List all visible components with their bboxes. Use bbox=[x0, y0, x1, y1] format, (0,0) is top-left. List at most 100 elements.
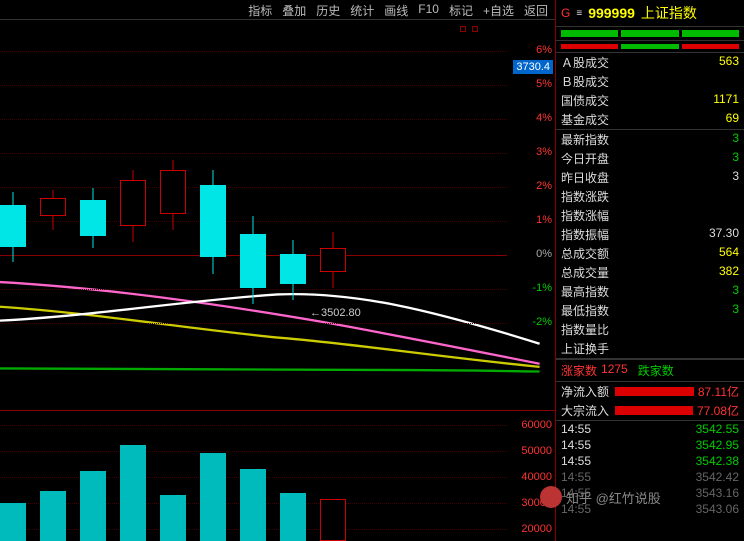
vol-axis-label: 60000 bbox=[521, 419, 552, 431]
chart-toolbar: 指标叠加历史统计画线 F10 标记 +自选返回 bbox=[0, 0, 555, 20]
pct-axis-label: 1% bbox=[536, 214, 552, 226]
flow-val: 87.11亿 bbox=[698, 383, 739, 400]
price-annotation: ←3502.80 bbox=[310, 307, 361, 319]
price-marker: 3730.4 bbox=[513, 60, 553, 74]
gridline bbox=[0, 119, 507, 120]
tick-price: 3543.06 bbox=[696, 502, 739, 516]
menu-icon[interactable]: ≡ bbox=[576, 8, 582, 19]
volume-bar[interactable] bbox=[160, 495, 186, 541]
tick-time: 14:55 bbox=[561, 422, 591, 436]
toolbar-画线[interactable]: 画线 bbox=[381, 2, 411, 17]
gridline bbox=[0, 289, 507, 290]
kv-key: 今日开盘 bbox=[561, 150, 609, 167]
toolbar-F10[interactable]: F10 bbox=[415, 2, 442, 17]
toolbar-标记[interactable]: 标记 bbox=[446, 2, 476, 17]
volume-bar[interactable] bbox=[80, 471, 106, 541]
kv-key: 最新指数 bbox=[561, 131, 609, 148]
kv-key: 指数涨幅 bbox=[561, 207, 609, 224]
tick-time: 14:55 bbox=[561, 454, 591, 468]
volume-bar[interactable] bbox=[40, 491, 66, 541]
pct-axis-label: 0% bbox=[536, 248, 552, 260]
flow-key: 净流入额 bbox=[561, 383, 611, 400]
flow-key: 大宗流入 bbox=[561, 402, 611, 419]
kv-val: 3 bbox=[732, 131, 739, 148]
kv-key: 最低指数 bbox=[561, 302, 609, 319]
kv-row: 总成交量 382 bbox=[556, 263, 744, 282]
volume-bar[interactable] bbox=[320, 499, 346, 541]
kv-key: 指数量比 bbox=[561, 321, 609, 338]
kv-val: 382 bbox=[719, 264, 739, 281]
watermark-text: 知乎 @红竹说股 bbox=[566, 488, 661, 507]
toolbar-指标[interactable]: 指标 bbox=[245, 2, 275, 17]
kv-row: 基金成交 69 bbox=[556, 110, 744, 129]
tick-price: 3542.95 bbox=[696, 438, 739, 452]
kv-key: 总成交量 bbox=[561, 264, 609, 281]
tick-price: 3542.42 bbox=[696, 470, 739, 484]
tick-time: 14:55 bbox=[561, 438, 591, 452]
toolbar-统计[interactable]: 统计 bbox=[347, 2, 377, 17]
pct-axis-label: 2% bbox=[536, 180, 552, 192]
gridline bbox=[0, 153, 507, 154]
tick-row: 14:55 3542.42 bbox=[556, 469, 744, 485]
kv-val: 3 bbox=[732, 150, 739, 167]
toolbar-返回[interactable]: 返回 bbox=[521, 2, 551, 17]
pct-axis-label: -1% bbox=[532, 282, 552, 294]
watermark: 知乎 @红竹说股 bbox=[540, 486, 661, 508]
kv-row: 指数涨跌 bbox=[556, 187, 744, 206]
kv-val: 3 bbox=[732, 302, 739, 319]
volume-bar[interactable] bbox=[200, 453, 226, 541]
pct-axis-label: 3% bbox=[536, 146, 552, 158]
kv-row: 指数量比 bbox=[556, 320, 744, 339]
kv-row: 指数振幅37.30 bbox=[556, 225, 744, 244]
capital-flow: 净流入额87.11亿大宗流入77.08亿 bbox=[556, 382, 744, 421]
kv-row: Ｂ股成交 bbox=[556, 72, 744, 91]
volume-bar[interactable] bbox=[280, 493, 306, 541]
index-stats: 最新指数3今日开盘3昨日收盘3指数涨跌指数涨幅指数振幅37.30总成交额564总… bbox=[556, 130, 744, 359]
volume-bar[interactable] bbox=[240, 469, 266, 541]
kv-row: 最新指数 3 bbox=[556, 130, 744, 149]
kv-row: 今日开盘 3 bbox=[556, 149, 744, 168]
kv-row: 国债成交1171 bbox=[556, 91, 744, 110]
gridline bbox=[0, 451, 507, 452]
gridline bbox=[0, 221, 507, 222]
gridline bbox=[0, 85, 507, 86]
volume-bar[interactable] bbox=[0, 503, 26, 541]
volume-sub-chart[interactable]: 6000050000400003000020000 bbox=[0, 411, 555, 541]
up-label: 涨家数 bbox=[561, 362, 597, 379]
gridline bbox=[0, 425, 507, 426]
flow-bar bbox=[615, 387, 694, 396]
kv-row: Ａ股成交563 bbox=[556, 53, 744, 72]
toolbar-+自选[interactable]: +自选 bbox=[480, 2, 517, 17]
status-bars-1 bbox=[556, 27, 744, 41]
quote-panel: G ≡ 999999 上证指数 Ａ股成交563Ｂ股成交国债成交1171基金成交6… bbox=[556, 0, 744, 541]
kv-key: Ａ股成交 bbox=[561, 54, 609, 71]
kv-key: 国债成交 bbox=[561, 92, 609, 109]
g-label: G bbox=[561, 6, 570, 20]
kv-val: 3 bbox=[732, 169, 739, 186]
volume-bar[interactable] bbox=[120, 445, 146, 541]
toolbar-叠加[interactable]: 叠加 bbox=[279, 2, 309, 17]
volume-block: Ａ股成交563Ｂ股成交国债成交1171基金成交 69 bbox=[556, 53, 744, 130]
flow-bar bbox=[615, 406, 693, 415]
pct-axis-label: 5% bbox=[536, 78, 552, 90]
pct-axis-label: 6% bbox=[536, 44, 552, 56]
kv-key: 指数涨跌 bbox=[561, 188, 609, 205]
tick-time: 14:55 bbox=[561, 470, 591, 484]
kv-key: 指数振幅 bbox=[561, 226, 609, 243]
watermark-icon bbox=[540, 486, 562, 508]
status-bar bbox=[621, 44, 678, 49]
kv-row: 总成交额564 bbox=[556, 244, 744, 263]
main-candle-chart[interactable]: 6%5%4%3%2%1%0%-1%-2%3730.4←3502.80 bbox=[0, 20, 555, 411]
gridline bbox=[0, 51, 507, 52]
status-bars-2 bbox=[556, 41, 744, 53]
kv-val: 69 bbox=[726, 111, 739, 128]
tick-row: 14:55 3542.95 bbox=[556, 437, 744, 453]
kv-key: 基金成交 bbox=[561, 111, 609, 128]
kv-key: 最高指数 bbox=[561, 283, 609, 300]
toolbar-历史[interactable]: 历史 bbox=[313, 2, 343, 17]
kv-row: 昨日收盘3 bbox=[556, 168, 744, 187]
tick-row: 14:55 3542.55 bbox=[556, 421, 744, 437]
tick-price: 3542.55 bbox=[696, 422, 739, 436]
vol-axis-label: 40000 bbox=[521, 471, 552, 483]
ticker-name: 上证指数 bbox=[641, 3, 697, 23]
